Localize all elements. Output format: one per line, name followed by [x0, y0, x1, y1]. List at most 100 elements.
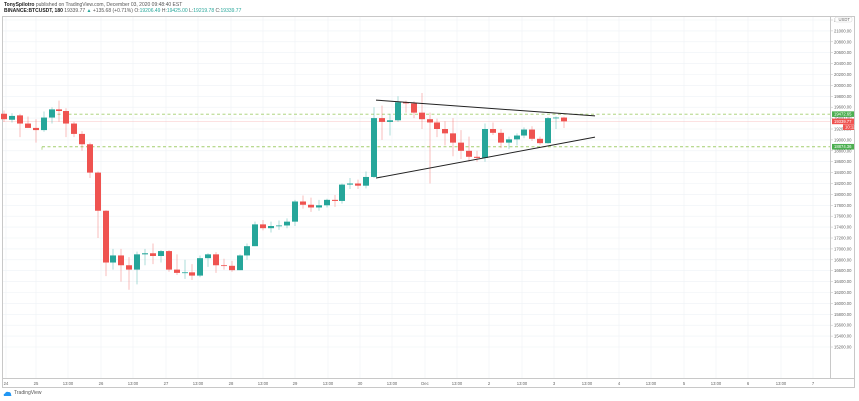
resistance-tag-label: 19472.65: [834, 112, 852, 117]
time-tick-label: 13:00: [387, 381, 398, 386]
bear-candle: [379, 118, 385, 122]
bear-candle: [71, 123, 77, 134]
time-tick-label: 28: [229, 381, 234, 386]
bear-candle: [17, 115, 23, 124]
price-tick-label: 20800.00: [834, 39, 852, 44]
bear-candle: [355, 183, 361, 186]
time-tick-label: 13:00: [258, 381, 269, 386]
time-tick-label: 3: [553, 381, 556, 386]
bull-candle: [387, 120, 393, 122]
bear-candle: [332, 199, 338, 201]
chart-pane[interactable]: [2, 16, 831, 379]
bear-candle: [118, 255, 124, 266]
bull-candle: [237, 255, 243, 271]
bull-candle: [9, 115, 15, 120]
low-value: 19219.78: [193, 8, 215, 14]
bear-candle: [308, 204, 314, 208]
bear-candle: [403, 102, 409, 104]
tradingview-logo[interactable]: TradingView: [3, 390, 42, 396]
price-tick-label: 17800.00: [834, 203, 852, 208]
ohlc-legend: BINANCE:BTCUSDT, 180 19339.77 ▲ +135.68 …: [4, 8, 241, 14]
price-tick-label: 15800.00: [834, 312, 852, 317]
bull-candle: [316, 205, 322, 208]
bear-candle: [1, 113, 7, 120]
time-tick-label: 6: [747, 381, 750, 386]
time-tick-label: 2: [488, 381, 491, 386]
symbol-label: BINANCE:BTCUSDT, 180: [4, 8, 63, 14]
bear-candle: [442, 129, 448, 134]
bear-candle: [450, 133, 456, 143]
price-tick-label: 16200.00: [834, 290, 852, 295]
bear-candle: [490, 129, 496, 133]
bear-candle: [33, 127, 39, 131]
open-label: O:: [134, 8, 140, 14]
bull-candle: [49, 109, 55, 118]
bull-candle: [110, 255, 116, 263]
bear-candle: [498, 132, 504, 143]
bear-candle: [300, 201, 306, 205]
time-tick-label: 26: [99, 381, 104, 386]
bull-candle: [482, 129, 488, 158]
open-value: 19206.49: [139, 8, 161, 14]
price-tick-label: 18400.00: [834, 170, 852, 175]
price-tick-label: 17400.00: [834, 225, 852, 230]
time-tick-label: 13:00: [323, 381, 334, 386]
price-tick-label: 15400.00: [834, 334, 852, 339]
author-name[interactable]: TonySpilotro: [4, 2, 35, 8]
bull-candle: [506, 139, 512, 143]
price-tick-label: 19400.00: [834, 116, 852, 121]
low-label: L:: [189, 8, 194, 14]
price-tick-label: 19000.00: [834, 137, 852, 142]
price-tick-label: 20000.00: [834, 83, 852, 88]
bull-candle: [252, 224, 258, 247]
bear-candle: [434, 122, 440, 129]
bear-candle: [126, 265, 132, 270]
price-axis[interactable]: [831, 16, 855, 379]
price-tick-label: 16400.00: [834, 279, 852, 284]
time-tick-label: 13:00: [711, 381, 722, 386]
bear-candle: [103, 210, 109, 263]
brand-label: TradingView: [14, 390, 42, 396]
bear-candle: [474, 156, 480, 158]
bull-candle: [284, 221, 290, 226]
bear-candle: [419, 112, 425, 120]
price-tick-label: 20200.00: [834, 72, 852, 77]
price-tick-label: 16800.00: [834, 257, 852, 262]
price-tick-label: 17200.00: [834, 236, 852, 241]
bear-candle: [411, 103, 417, 113]
bear-candle: [529, 129, 535, 139]
bull-candle: [142, 253, 148, 255]
price-tick-label: 16000.00: [834, 301, 852, 306]
bull-candle: [339, 184, 345, 201]
price-tick-label: 17000.00: [834, 246, 852, 251]
bear-candle: [221, 265, 227, 267]
bear-candle: [561, 117, 567, 122]
price-tick-label: 17600.00: [834, 214, 852, 219]
last-price: 19339.77: [64, 8, 86, 14]
trendline-lower: [375, 136, 596, 179]
bear-candle: [63, 111, 69, 124]
bear-candle: [150, 253, 156, 256]
bear-candle: [25, 123, 31, 128]
time-tick-label: 27: [164, 381, 169, 386]
bear-candle: [427, 119, 433, 123]
support-tag: [832, 143, 854, 150]
time-axis[interactable]: [2, 379, 855, 388]
time-tick-label: 13:00: [582, 381, 593, 386]
price-tick-label: 18800.00: [834, 148, 852, 153]
currency-badge: [834, 16, 853, 23]
price-tick-label: 20400.00: [834, 61, 852, 66]
bull-candle: [41, 117, 47, 131]
time-tick-label: 13:00: [128, 381, 139, 386]
bull-candle: [197, 258, 203, 276]
time-tick-label: 13:00: [517, 381, 528, 386]
price-tick-label: 19800.00: [834, 94, 852, 99]
bull-candle: [324, 199, 330, 206]
bear-candle: [56, 109, 62, 112]
cloud-icon: [3, 391, 12, 396]
bull-candle: [158, 251, 164, 256]
bear-candle: [537, 138, 543, 144]
countdown-label: 10:12: [845, 125, 856, 130]
bear-candle: [189, 272, 195, 276]
